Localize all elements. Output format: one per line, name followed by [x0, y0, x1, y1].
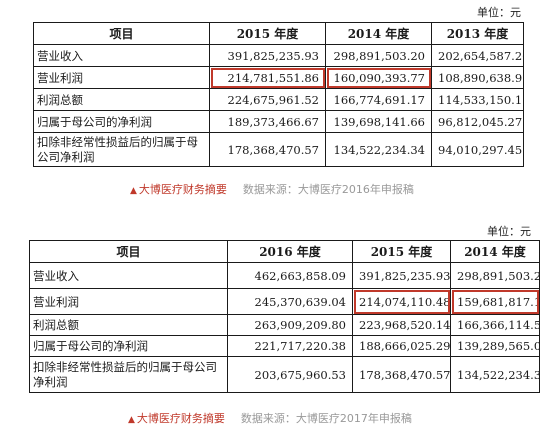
cell-value: 96,812,045.27	[431, 110, 524, 133]
cell-value: 178,368,470.57	[352, 356, 451, 393]
table-row: 归属于母公司的净利润 221,717,220.38 188,666,025.29…	[29, 335, 540, 357]
table-row: 利润总额 224,675,961.52 166,774,691.17 114,5…	[33, 88, 524, 111]
table1-source-caption: ▲ 大博医疗财务摘要 数据来源：大博医疗2016年申报稿	[130, 181, 414, 197]
triangle-icon: ▲	[130, 186, 137, 196]
triangle-icon: ▲	[128, 415, 135, 425]
header-item: 项目	[29, 240, 228, 263]
table-row: 扣除非经常性损益后的归属于母公司净利润 203,675,960.53 178,3…	[29, 356, 540, 393]
row-label: 营业利润	[33, 66, 210, 89]
cell-value: 166,366,114.56	[450, 314, 540, 336]
cell-value: 114,533,150.17	[431, 88, 524, 111]
header-year: 2015 年度	[209, 22, 326, 45]
table-row: 营业收入 391,825,235.93 298,891,503.20 202,6…	[33, 44, 524, 67]
caption-source: 数据来源：大博医疗2017年申报稿	[240, 412, 412, 425]
table-row: 营业利润 245,370,639.04 214,074,110.48 159,6…	[29, 288, 540, 315]
financial-table-2016-filing: 项目 2015 年度 2014 年度 2013 年度 营业收入 391,825,…	[33, 22, 524, 167]
cell-value: 224,675,961.52	[209, 88, 326, 111]
header-year: 2013 年度	[431, 22, 524, 45]
caption-brand: 大博医疗财务摘要	[138, 183, 227, 196]
highlighted-cell-value: 214,781,551.86	[209, 66, 326, 89]
table-row: 利润总额 263,909,209.80 223,968,520.14 166,3…	[29, 314, 540, 336]
table-row: 归属于母公司的净利润 189,373,466.67 139,698,141.66…	[33, 110, 524, 133]
cell-value: 139,698,141.66	[325, 110, 432, 133]
cell-value: 391,825,235.93	[209, 44, 326, 67]
cell-value: 245,370,639.04	[227, 288, 353, 315]
cell-value: 134,522,234.34	[325, 132, 432, 167]
cell-value: 139,289,565.05	[450, 335, 540, 357]
row-label: 利润总额	[33, 88, 210, 111]
cell-value: 189,373,466.67	[209, 110, 326, 133]
row-label: 利润总额	[29, 314, 228, 336]
table2-source-caption: ▲ 大博医疗财务摘要 数据来源：大博医疗2017年申报稿	[128, 410, 412, 426]
highlighted-cell-value: 160,090,393.77	[325, 66, 432, 89]
table-row: 营业收入 462,663,858.09 391,825,235.93 298,8…	[29, 262, 540, 289]
cell-value: 94,010,297.45	[431, 132, 524, 167]
cell-value: 166,774,691.17	[325, 88, 432, 111]
cell-value: 391,825,235.93	[352, 262, 451, 289]
row-label: 营业利润	[29, 288, 228, 315]
table-row: 营业利润 214,781,551.86 160,090,393.77 108,8…	[33, 66, 524, 89]
cell-value: 134,522,234.34	[450, 356, 540, 393]
highlighted-cell-value: 214,074,110.48	[352, 288, 451, 315]
caption-brand: 大博医疗财务摘要	[136, 412, 225, 425]
table1-unit-label: 单位：元	[477, 6, 521, 19]
cell-value: 108,890,638.97	[431, 66, 524, 89]
cell-value: 202,654,587.26	[431, 44, 524, 67]
header-item: 项目	[33, 22, 210, 45]
cell-value: 203,675,960.53	[227, 356, 353, 393]
header-year: 2015 年度	[352, 240, 451, 263]
table-row: 扣除非经常性损益后的归属于母公司净利润 178,368,470.57 134,5…	[33, 132, 524, 167]
table-header-row: 项目 2016 年度 2015 年度 2014 年度	[29, 240, 540, 263]
cell-value: 223,968,520.14	[352, 314, 451, 336]
cell-value: 462,663,858.09	[227, 262, 353, 289]
row-label: 营业收入	[33, 44, 210, 67]
row-label: 营业收入	[29, 262, 228, 289]
cell-value: 178,368,470.57	[209, 132, 326, 167]
row-label: 归属于母公司的净利润	[33, 110, 210, 133]
header-year: 2014 年度	[325, 22, 432, 45]
row-label: 扣除非经常性损益后的归属于母公司净利润	[33, 132, 210, 167]
table-header-row: 项目 2015 年度 2014 年度 2013 年度	[33, 22, 524, 45]
row-label: 扣除非经常性损益后的归属于母公司净利润	[29, 356, 228, 393]
cell-value: 221,717,220.38	[227, 335, 353, 357]
cell-value: 298,891,503.20	[325, 44, 432, 67]
financial-table-2017-filing: 项目 2016 年度 2015 年度 2014 年度 营业收入 462,663,…	[29, 240, 540, 393]
cell-value: 263,909,209.80	[227, 314, 353, 336]
table2-unit-label: 单位：元	[487, 225, 531, 238]
header-year: 2014 年度	[450, 240, 540, 263]
row-label: 归属于母公司的净利润	[29, 335, 228, 357]
cell-value: 298,891,503.20	[450, 262, 540, 289]
header-year: 2016 年度	[227, 240, 353, 263]
highlighted-cell-value: 159,681,817.16	[450, 288, 540, 315]
caption-source: 数据来源：大博医疗2016年申报稿	[242, 183, 414, 196]
cell-value: 188,666,025.29	[352, 335, 451, 357]
